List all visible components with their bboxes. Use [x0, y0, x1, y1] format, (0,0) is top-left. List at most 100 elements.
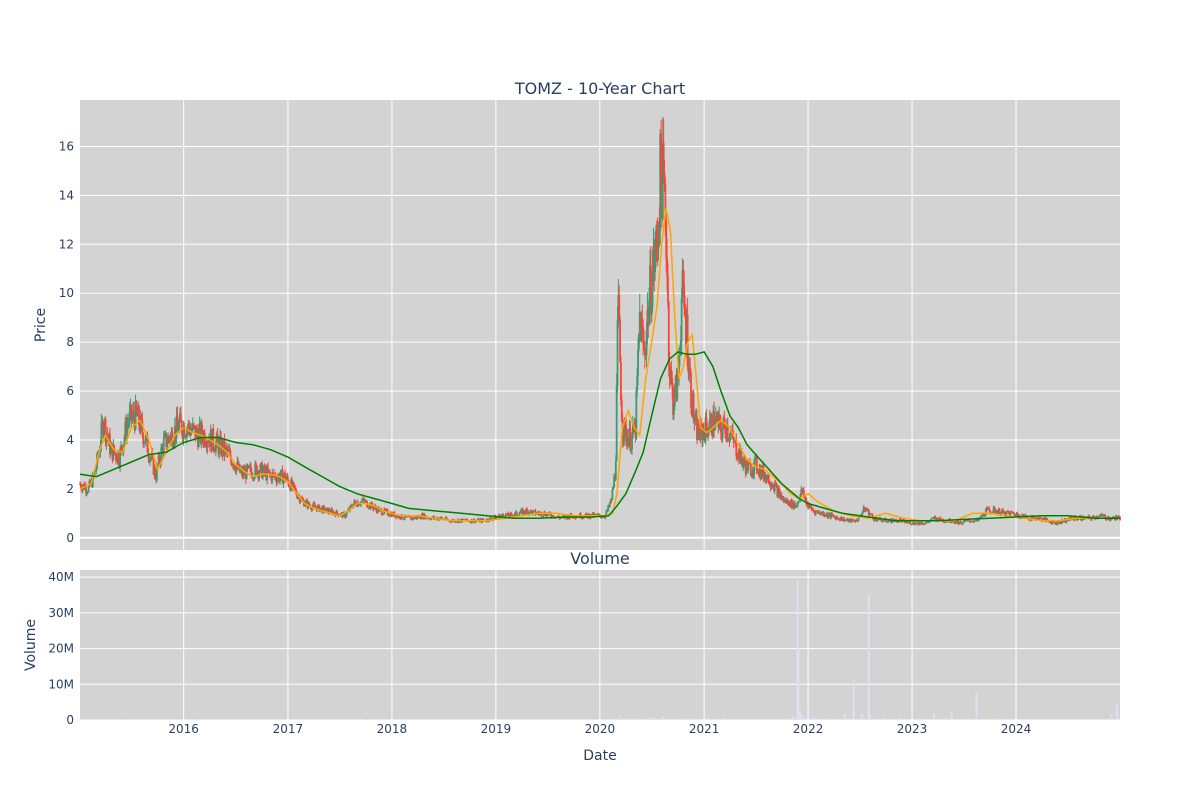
candle-body: [378, 508, 380, 512]
volume-bar: [742, 718, 745, 720]
candle-body: [288, 485, 291, 487]
candle-body: [666, 258, 668, 276]
candle-body: [836, 517, 839, 518]
volume-bar: [1115, 705, 1118, 720]
candle-body: [180, 420, 183, 433]
candle-body: [835, 517, 838, 520]
price-chart-title: TOMZ - 10-Year Chart: [514, 79, 685, 98]
candle-body: [601, 516, 604, 518]
candle-body: [702, 429, 704, 441]
volume-bar: [670, 717, 673, 720]
candle-body: [823, 512, 826, 517]
candle-body: [833, 516, 836, 518]
candle-body: [191, 423, 194, 431]
volume-bar: [797, 650, 800, 720]
candle-body: [690, 373, 692, 408]
volume-bar: [722, 717, 725, 720]
candle-body: [106, 434, 109, 438]
candle-body: [985, 507, 988, 510]
candle-body: [167, 436, 170, 440]
moving-average-long-line: [79, 351, 1120, 522]
candle-body: [623, 419, 626, 439]
candle-body: [895, 519, 898, 520]
candle-body: [1060, 523, 1062, 525]
candle-body: [140, 415, 143, 421]
candle-body: [1000, 511, 1003, 515]
volume-bar: [482, 719, 485, 721]
candle-body: [440, 516, 443, 518]
candle-body: [398, 515, 401, 519]
candle-body: [1091, 515, 1094, 518]
candle-body: [925, 522, 927, 524]
candle-body: [190, 430, 192, 436]
candle-body: [736, 456, 739, 459]
candle-body: [86, 492, 89, 493]
candle-body: [540, 512, 543, 517]
volume-bar: [1029, 718, 1032, 720]
candle-body: [308, 502, 310, 506]
candle-body: [314, 504, 316, 508]
candle-body: [705, 417, 708, 428]
candle-body: [399, 518, 402, 520]
candle-body: [984, 515, 986, 517]
candle-body: [635, 390, 638, 438]
candle-body: [250, 466, 252, 472]
candle-body: [580, 518, 583, 519]
candle-body: [255, 465, 258, 476]
candle-body: [1038, 517, 1041, 520]
candle-body: [930, 518, 933, 521]
candle-body: [777, 488, 780, 497]
candle-body: [525, 509, 527, 514]
price-y-tick-label: 2: [66, 482, 74, 496]
candle-body: [1022, 514, 1025, 517]
candle-body: [142, 433, 145, 445]
candle-body: [167, 436, 169, 444]
candle-body: [158, 455, 161, 464]
candle-body: [154, 467, 157, 478]
candle-body: [816, 510, 819, 513]
volume-bars: [98, 580, 1118, 721]
candle-body: [713, 411, 715, 431]
candle-body: [880, 520, 883, 522]
volume-bar: [98, 718, 101, 720]
candle-body: [655, 229, 658, 241]
price-grid: [80, 100, 1120, 550]
candle-body: [753, 460, 756, 475]
candle-body: [91, 473, 94, 487]
candle-body: [126, 422, 129, 426]
candle-body: [495, 516, 498, 520]
candle-body: [729, 433, 732, 440]
candle-body: [104, 419, 107, 443]
candle-body: [967, 519, 970, 521]
candle-body: [504, 514, 507, 519]
candle-body: [1002, 509, 1004, 513]
candle-body: [304, 501, 307, 505]
candle-body: [805, 498, 808, 505]
volume-y-ticks: 0 10M 20M 30M 40M: [48, 570, 74, 727]
candle-body: [861, 511, 864, 514]
volume-bar: [994, 718, 997, 720]
candle-body: [178, 421, 181, 432]
candle-body: [109, 446, 112, 454]
candle-body: [1043, 518, 1045, 521]
candle-body: [655, 229, 657, 254]
candle-body: [530, 510, 533, 512]
candle-body: [663, 172, 666, 184]
candle-body: [1069, 517, 1072, 518]
candle-body: [488, 517, 491, 522]
candle-body: [135, 401, 138, 411]
candle-body: [794, 503, 797, 507]
x-tick-label: 2019: [481, 722, 512, 736]
candle-body: [1077, 518, 1080, 520]
candle-body: [549, 513, 552, 517]
candle-body: [146, 434, 149, 453]
candle-body: [286, 476, 289, 481]
candle-body: [507, 513, 510, 517]
candle-body: [1009, 511, 1012, 515]
candle-body: [1101, 514, 1103, 516]
candle-body: [297, 496, 299, 499]
candle-body: [1099, 515, 1102, 516]
candle-body: [298, 496, 301, 503]
candle-body: [114, 452, 116, 454]
price-y-tick-label: 12: [59, 237, 74, 251]
